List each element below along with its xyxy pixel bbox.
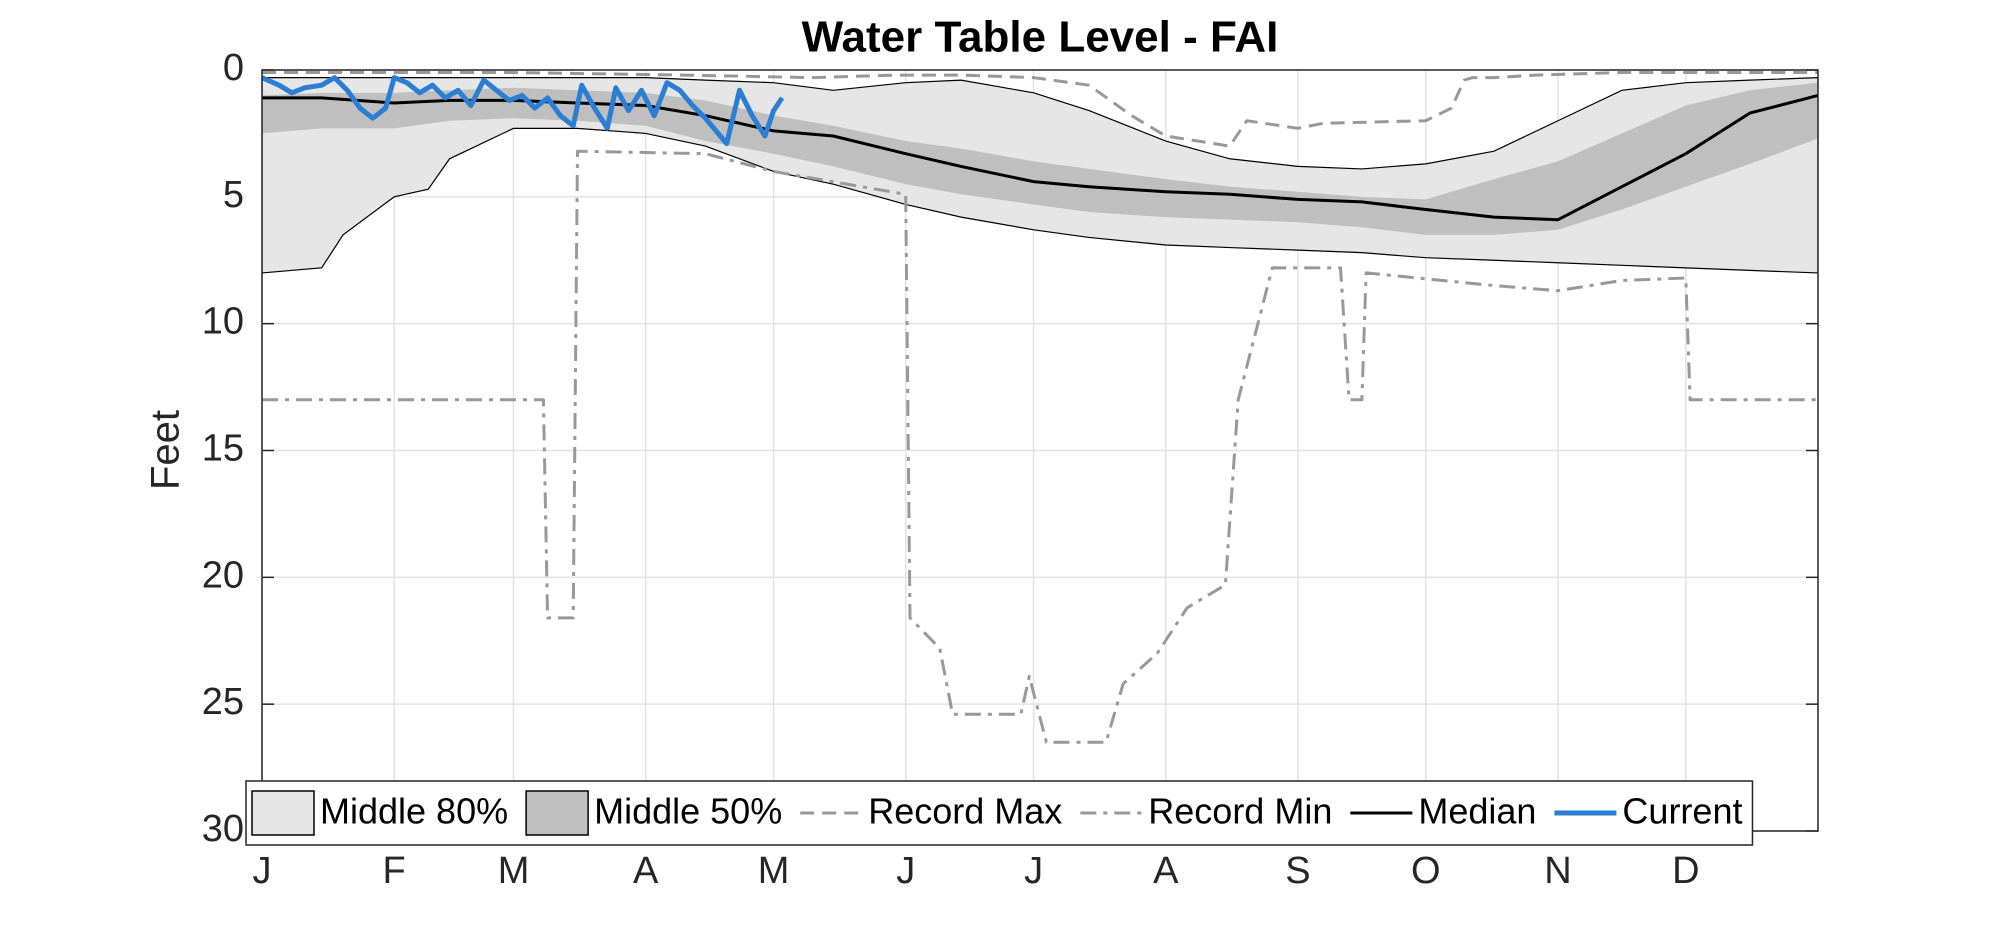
x-tick-label: A — [1153, 850, 1179, 892]
x-tick-label: J — [253, 850, 272, 892]
x-tick-label: F — [383, 850, 406, 892]
x-tick-label: M — [758, 850, 790, 892]
series-line — [262, 75, 785, 147]
x-tick-label: J — [1024, 850, 1043, 892]
y-tick-label: 25 — [202, 681, 244, 723]
legend-label: Record Max — [868, 791, 1062, 832]
chart-title: Water Table Level - FAI — [802, 13, 1279, 62]
legend-swatch — [251, 790, 315, 836]
band-area — [262, 82, 1818, 235]
legend-label: Record Min — [1148, 791, 1332, 832]
y-tick-label: 30 — [202, 808, 244, 850]
y-tick-label: 15 — [202, 428, 244, 470]
x-tick-label: D — [1672, 850, 1699, 892]
series-line — [262, 71, 1818, 148]
legend-label: Middle 80% — [320, 791, 508, 832]
series-line — [262, 149, 1818, 744]
x-tick-label: A — [633, 850, 659, 892]
x-tick-label: S — [1285, 850, 1310, 892]
y-axis-label: Feet — [144, 410, 188, 490]
x-tick-label: N — [1544, 850, 1571, 892]
y-tick-label: 20 — [202, 554, 244, 596]
y-tick-label: 5 — [223, 174, 244, 216]
legend-swatch — [525, 790, 589, 836]
legend-box — [245, 780, 1754, 846]
legend-label: Current — [1622, 791, 1742, 832]
legend-label: Median — [1418, 791, 1536, 832]
y-tick-label: 10 — [202, 301, 244, 343]
x-tick-label: J — [896, 850, 915, 892]
y-tick-label: 0 — [223, 47, 244, 89]
x-tick-label: M — [498, 850, 530, 892]
x-tick-label: O — [1411, 850, 1441, 892]
legend-label: Middle 50% — [594, 791, 782, 832]
